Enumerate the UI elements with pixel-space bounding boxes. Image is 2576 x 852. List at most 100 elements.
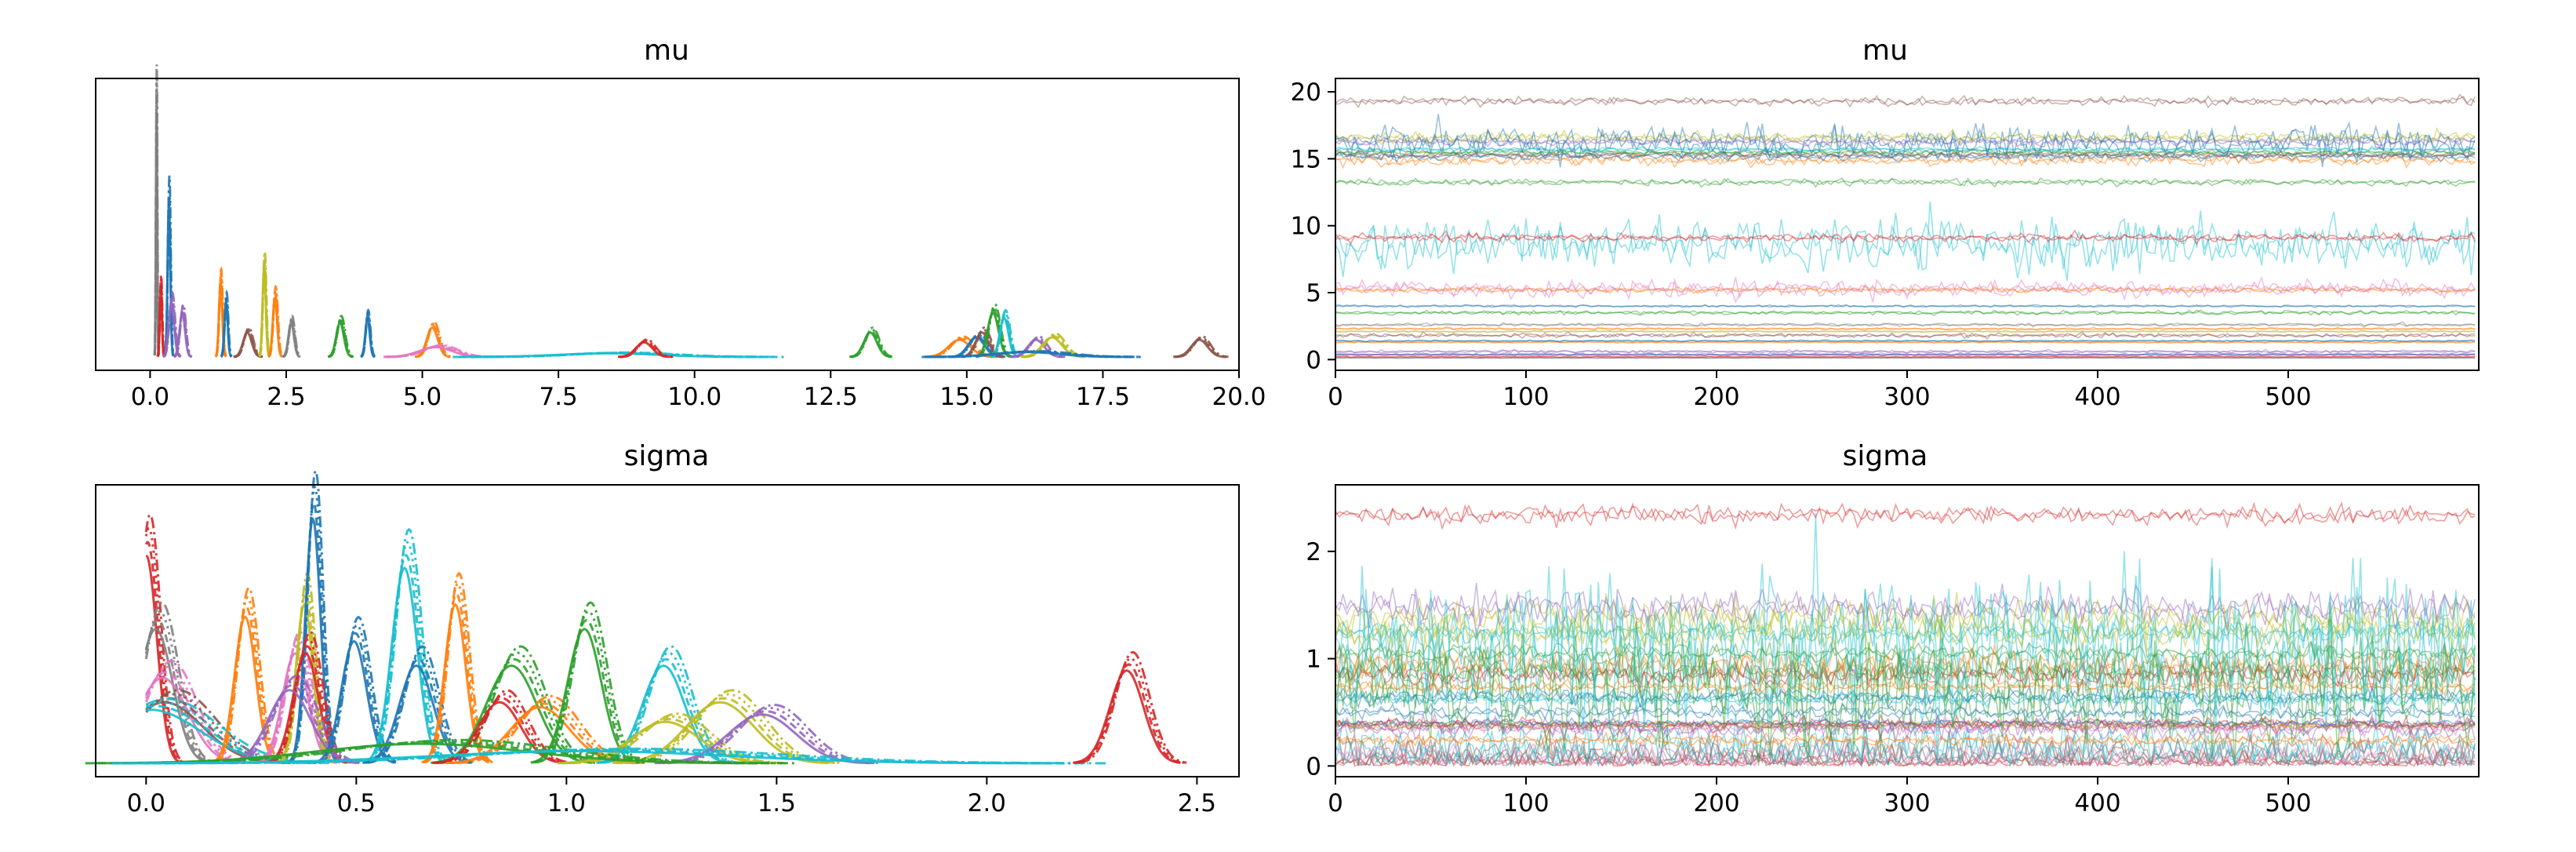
x-tick-label: 500 [2265,383,2311,411]
sigma-density-title: sigma [624,440,710,472]
density-curve [619,340,672,359]
density-curve [215,266,227,358]
trace-line [1335,351,2476,358]
density-curve [565,715,782,765]
trace-line [1335,723,2476,768]
trace-line [1335,659,2476,694]
trace-line [1335,712,2476,769]
density-curve [213,595,282,764]
trace-line [1335,149,2476,162]
density-curve [1078,650,1187,764]
trace-line [1335,114,2476,162]
trace-line [1335,94,2476,109]
sigma-trace-x-ticks: 0 100 200 300 400 500 [1328,777,2312,817]
x-tick-label: 2.5 [267,383,305,411]
trace-line [1335,639,2476,686]
density-curve [318,615,400,764]
trace-line [1335,284,2476,294]
trace-line [1335,330,2476,333]
density-curve [456,694,645,764]
trace-line [1335,348,2476,355]
y-tick-label: 10 [1291,213,1321,241]
density-curve [227,679,362,764]
x-tick-label: 100 [1502,789,1549,817]
y-tick-label: 5 [1306,279,1321,308]
density-curve [144,619,212,764]
trace-line [1335,149,2476,160]
trace-line [1335,278,2476,304]
x-tick-label: 10.0 [667,383,721,411]
trace-line [1335,729,2476,769]
density-curve [616,697,832,764]
y-tick-label: 0 [1306,752,1321,781]
trace-line [1335,177,2476,188]
trace-line [1335,285,2476,295]
trace-line [1335,133,2476,150]
mu-trace-y-ticks: 0 5 10 15 20 [1291,78,1335,374]
density-curve [449,702,638,764]
x-tick-label: 0 [1328,383,1343,411]
trace-line [1335,128,2476,147]
density-curve [470,351,784,359]
trace-line [1335,149,2476,160]
sigma-trace-frame [1335,484,2480,777]
density-curve [220,289,233,358]
density-curve [257,637,340,764]
trace-line [1335,632,2476,667]
trace-line [1335,353,2476,357]
trace-line [1335,551,2476,763]
x-tick-label: 100 [1502,383,1549,411]
density-curve [145,555,181,763]
trace-line [1335,716,2476,730]
trace-line [1335,349,2476,355]
density-curve [361,308,376,359]
y-tick-label: 1 [1306,646,1321,674]
trace-line [1335,718,2476,734]
density-curve [156,275,166,358]
density-curve [173,302,193,358]
density-curve [224,683,360,764]
mu-trace-panel: mu 0 100 200 300 400 500 0 5 10 15 20 [1291,35,2480,411]
density-curve [144,610,214,764]
x-tick-label: 1.5 [758,789,796,817]
trace-line [1335,309,2476,316]
y-tick-label: 2 [1306,538,1321,566]
trace-line [1335,330,2476,333]
density-curve [153,64,161,355]
trace-line [1335,501,2476,530]
x-tick-label: 200 [1693,789,1739,817]
trace-line [1335,355,2476,359]
x-tick-label: 2.0 [968,789,1006,817]
density-curve [1074,663,1183,764]
trace-line [1335,658,2476,692]
trace-line [1335,641,2476,687]
y-tick-label: 20 [1291,78,1321,107]
x-tick-label: 5.0 [403,383,441,411]
trace-line [1335,715,2476,728]
x-tick-label: 400 [2074,383,2120,411]
x-tick-label: 0 [1328,789,1343,817]
density-curve [163,290,182,358]
trace-line [1335,351,2476,358]
trace-line [1335,608,2476,656]
mu-density-curves [153,64,1229,359]
x-tick-label: 12.5 [804,383,858,411]
mu-density-x-ticks: 0.0 2.5 5.0 7.5 10.0 12.5 15.0 17.5 20.0 [131,370,1266,411]
density-curve [368,645,477,764]
mu-trace-x-ticks: 0 100 200 300 400 500 [1328,370,2312,411]
x-tick-label: 2.5 [1178,789,1216,817]
x-tick-label: 17.5 [1076,383,1130,411]
trace-line [1335,593,2476,641]
trace-line [1335,275,2476,303]
trace-line [1335,730,2476,752]
mu-density-panel: mu 0.0 2.5 5.0 7.5 10.0 12.5 15.0 17.5 20.0 [95,35,1266,411]
density-curve [620,338,674,359]
density-curve [289,484,340,763]
x-tick-label: 1.0 [547,789,586,817]
trace-line [1335,330,2476,339]
density-curve [164,747,1106,765]
trace-line [1335,330,2476,340]
trace-line [1335,617,2476,648]
trace-line [1335,742,2476,768]
